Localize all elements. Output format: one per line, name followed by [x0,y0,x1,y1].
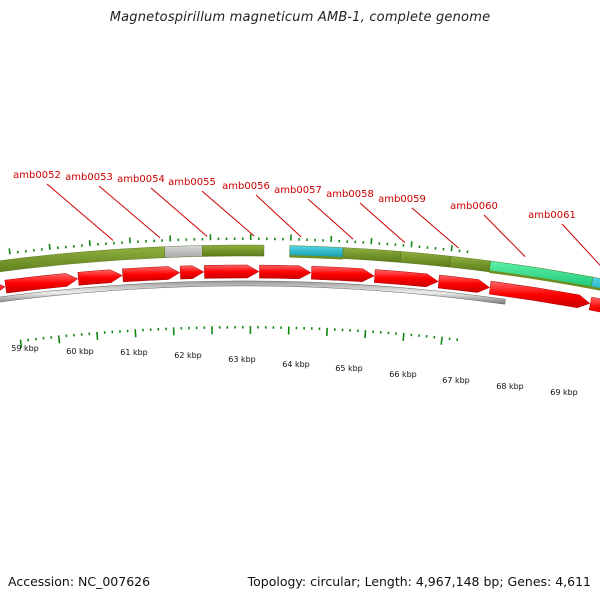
scale-label: 63 kbp [228,355,256,364]
gene-leader-line [307,198,354,240]
cds-arrow [77,269,123,286]
inner-tick [96,331,99,340]
cds-arrow [489,280,591,309]
gene-label: amb0055 [168,177,216,188]
tick-marks [8,234,469,348]
cds-arrow [179,265,205,280]
cds-arrow [259,264,312,280]
gene-leader-line [46,183,114,241]
gene-label: amb0057 [274,185,322,196]
scale-label: 69 kbp [550,388,578,397]
feature-block-grey [164,245,203,258]
inner-tick [57,335,61,344]
scale-label: 64 kbp [282,360,310,369]
gene-leader-line [98,185,161,239]
cds-arrow [374,269,439,288]
scale-label: 66 kbp [389,370,417,379]
gene-leader-line [359,202,406,244]
scale-labels: 59 kbp 60 kbp 61 kbp 62 kbp 63 kbp 64 kbp 65 k… [11,344,578,397]
inner-tick [19,339,23,348]
feature-underline [590,286,600,291]
gene-label: amb0056 [222,181,270,192]
gene-leader-line [255,194,302,238]
gene-label: amb0054 [117,174,165,185]
genome-summary-text: Topology: circular; Length: 4,967,148 bp… [247,574,591,589]
scale-label: 65 kbp [335,364,363,373]
cds-arrow [0,284,6,291]
accession-text: Accession: NC_007626 [8,574,151,589]
cds-arrow [588,296,600,313]
backbone-ring [0,280,506,305]
scale-label: 61 kbp [120,348,148,357]
feature-block-olive [202,244,265,257]
outer-tick [48,243,51,250]
feature-block-olive [342,247,402,263]
gene-features [0,244,600,291]
scale-label: 62 kbp [174,351,202,360]
cds-arrow [204,264,260,279]
gene-leader-line [201,190,255,237]
inner-tick [440,336,443,345]
gene-label-leaders [46,183,600,266]
genome-backbone [0,280,506,305]
cds-arrow [437,274,491,293]
gene-labels: amb0052 amb0053 amb0054 amb0055 amb0056 amb00… [13,170,576,221]
genome-title: Magnetospirillum magneticum AMB-1, compl… [109,10,491,25]
feature-underline [489,270,592,289]
cds-arrow [4,273,79,294]
scale-label: 67 kbp [442,376,470,385]
cds-arrow [311,265,375,282]
gene-leader-line [411,207,459,249]
gene-leader-line [483,214,526,257]
gene-label: amb0053 [65,172,113,183]
inner-tick [402,332,405,342]
inner-tick [364,329,367,339]
gene-label: amb0061 [528,210,576,221]
cds-arrow [122,266,181,283]
scale-label: 59 kbp [11,344,39,353]
scale-label: 68 kbp [496,382,524,391]
outer-tick [450,245,453,252]
cds-track [0,264,600,313]
gene-leader-line [150,187,208,237]
scale-label: 60 kbp [66,347,94,356]
gene-label: amb0060 [450,201,498,212]
feature-underline [289,255,343,260]
feature-block-olive [449,255,491,273]
outer-tick [410,241,413,248]
gene-leader-line [561,223,600,266]
gene-label: amb0059 [378,194,426,205]
gene-label: amb0058 [326,189,374,200]
feature-block-olive [399,251,452,268]
outer-tick [8,248,11,255]
gene-label: amb0052 [13,170,61,181]
